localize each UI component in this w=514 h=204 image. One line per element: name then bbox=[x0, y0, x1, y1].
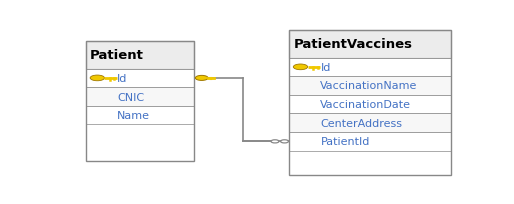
Bar bbox=[86, 69, 194, 88]
Circle shape bbox=[90, 76, 104, 81]
Bar bbox=[289, 132, 451, 151]
Bar bbox=[86, 88, 194, 106]
Text: Patient: Patient bbox=[90, 49, 144, 62]
Bar bbox=[289, 95, 451, 114]
Bar bbox=[289, 77, 451, 95]
Text: VaccinationName: VaccinationName bbox=[320, 81, 418, 91]
Text: Id: Id bbox=[117, 73, 127, 83]
Circle shape bbox=[195, 76, 208, 81]
Circle shape bbox=[281, 140, 288, 143]
Bar bbox=[86, 42, 194, 69]
Text: Name: Name bbox=[117, 111, 150, 121]
Text: PatientId: PatientId bbox=[320, 137, 370, 147]
Text: CenterAddress: CenterAddress bbox=[320, 118, 402, 128]
Text: Id: Id bbox=[320, 63, 331, 72]
Circle shape bbox=[271, 140, 279, 143]
Text: CNIC: CNIC bbox=[117, 92, 144, 102]
Bar bbox=[289, 31, 451, 175]
Bar bbox=[289, 58, 451, 77]
Circle shape bbox=[293, 65, 308, 70]
Text: VaccinationDate: VaccinationDate bbox=[320, 100, 411, 110]
Bar bbox=[289, 114, 451, 132]
Text: PatientVaccines: PatientVaccines bbox=[293, 38, 412, 51]
Bar bbox=[289, 31, 451, 58]
Bar bbox=[86, 106, 194, 125]
Bar bbox=[86, 42, 194, 161]
